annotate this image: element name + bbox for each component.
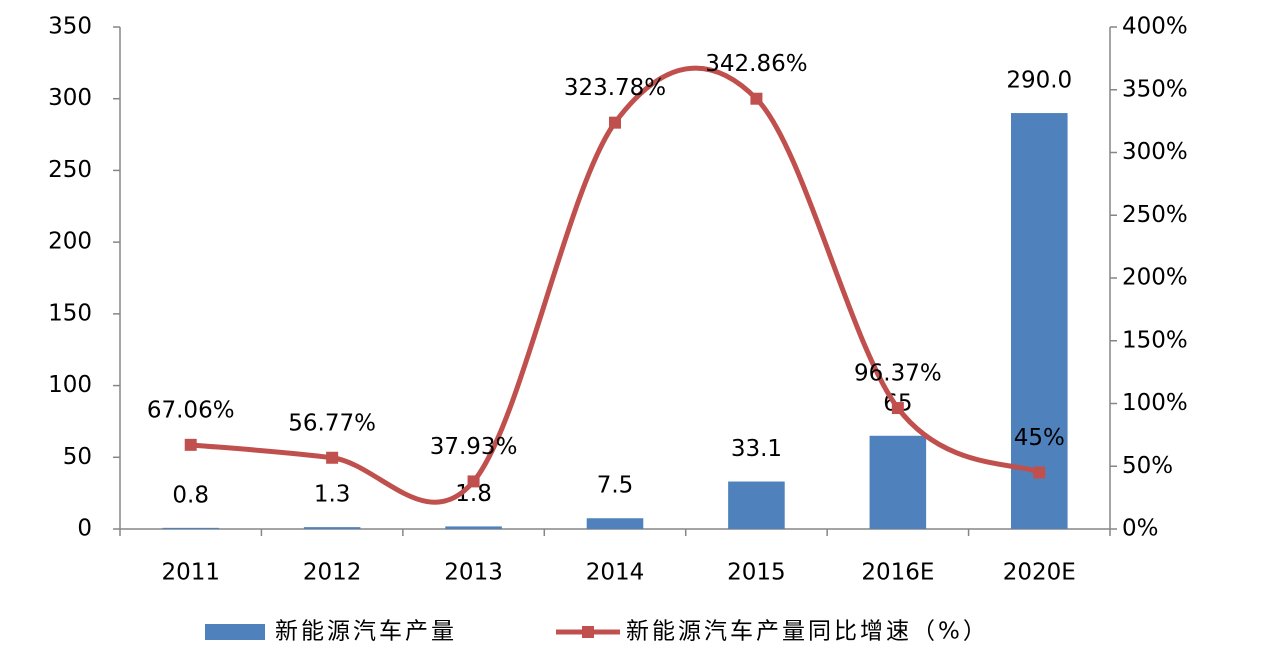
line-label: 67.06% — [147, 397, 235, 423]
bar — [728, 481, 785, 529]
line-marker — [326, 451, 339, 464]
y2-tick-label: 0% — [1122, 516, 1159, 542]
legend-swatch — [205, 624, 265, 640]
line-marker — [184, 438, 197, 451]
bar-label: 33.1 — [731, 436, 782, 462]
y2-tick-label: 400% — [1122, 14, 1188, 40]
line-label: 56.77% — [288, 410, 376, 436]
bar-label: 290.0 — [1006, 68, 1072, 94]
bar — [303, 527, 361, 529]
legend-label: 新能源汽车产量同比增速（%） — [626, 619, 989, 645]
bar-label: 0.8 — [172, 482, 209, 508]
y-tick-label: 0 — [77, 516, 92, 542]
bar — [445, 526, 502, 529]
y2-tick-label: 250% — [1122, 202, 1188, 228]
bar — [162, 527, 219, 529]
line-label: 342.86% — [705, 51, 807, 77]
y-tick-label: 200 — [48, 229, 92, 255]
y2-tick-label: 200% — [1122, 265, 1188, 291]
y2-tick-label: 50% — [1122, 453, 1173, 479]
x-tick-label: 2016E — [861, 560, 934, 586]
bar-label: 1.3 — [314, 482, 351, 508]
line-label: 323.78% — [564, 75, 666, 101]
y2-tick-label: 100% — [1122, 390, 1188, 416]
bar — [1011, 113, 1068, 530]
line-marker — [750, 92, 763, 105]
bar-label: 7.5 — [597, 473, 634, 499]
x-tick-label: 2020E — [1003, 560, 1076, 586]
line-label: 37.93% — [430, 434, 518, 460]
y2-tick-label: 150% — [1122, 327, 1188, 353]
x-tick-label: 2011 — [161, 560, 220, 586]
y2-tick-label: 350% — [1122, 76, 1188, 102]
y-tick-label: 100 — [48, 372, 92, 398]
x-tick-label: 2013 — [444, 560, 503, 586]
line-marker — [609, 116, 621, 129]
y2-tick-label: 300% — [1122, 139, 1188, 165]
x-tick-label: 2014 — [586, 560, 645, 586]
legend-swatch — [582, 626, 594, 638]
line-marker — [467, 475, 480, 488]
line-label: 45% — [1014, 425, 1065, 451]
legend-label: 新能源汽车产量 — [275, 619, 457, 645]
bar — [586, 518, 644, 529]
line-marker — [1033, 466, 1046, 479]
x-tick-label: 2015 — [727, 560, 786, 586]
y-tick-label: 350 — [48, 14, 92, 40]
y-tick-label: 250 — [48, 157, 92, 183]
line-marker — [891, 402, 904, 415]
bar — [869, 435, 927, 529]
y-tick-label: 150 — [48, 300, 92, 326]
x-tick-label: 2012 — [303, 560, 362, 586]
y-tick-label: 300 — [48, 85, 92, 111]
y-tick-label: 50 — [63, 444, 92, 470]
line-label: 96.37% — [854, 361, 942, 387]
